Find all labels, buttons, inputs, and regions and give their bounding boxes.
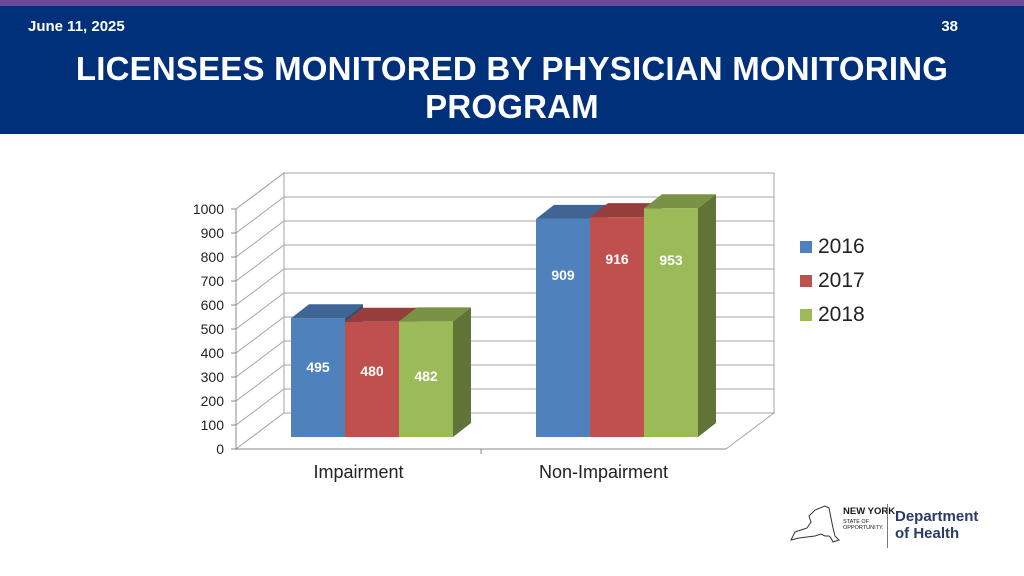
bar-data-label: 482 [414,368,438,384]
legend-label-2017: 2017 [818,269,865,292]
bar-top-face [399,307,471,322]
y-tick-label: 100 [201,417,225,433]
legend-swatch-2016 [800,241,812,253]
bar-front-face [399,321,453,437]
chart-legend: 2016 2017 2018 [800,230,865,332]
nys-doh-logo: NEW YORK STATE OF OPPORTUNITY. Departmen… [785,502,985,552]
bar-side-face [453,307,471,437]
top-accent-strip [0,0,1024,6]
bar-top-face [345,307,417,322]
bar-side-face [698,194,716,437]
bar-top-face [536,204,608,219]
bar-data-label: 495 [306,359,330,375]
legend-item-2018: 2018 [800,298,865,332]
legend-label-2016: 2016 [818,235,865,258]
y-tick-label: 800 [201,249,225,265]
bar-top-face [644,194,716,209]
gridline [235,196,774,234]
bar-front-face [644,208,698,437]
legend-item-2016: 2016 [800,230,865,264]
logo-tagline-line-1: STATE OF [843,519,870,525]
logo-state-name: NEW YORK [843,506,896,517]
y-tick-label: 200 [201,393,225,409]
logo-department-line-1: Department [895,508,979,525]
y-tick-label: 900 [201,225,225,241]
legend-swatch-2018 [800,309,812,321]
y-tick-label: 700 [201,273,225,289]
bar-front-face [590,217,644,437]
logo-divider [887,504,888,548]
bar-data-label: 916 [605,251,629,267]
gridline [235,172,774,210]
bar-front-face [291,318,345,437]
y-tick-label: 300 [201,369,225,385]
y-tick-label: 1000 [193,201,224,217]
y-tick-label: 600 [201,297,225,313]
bar-data-label: 909 [551,267,575,283]
logo-state-tagline: STATE OF OPPORTUNITY. [843,519,883,531]
legend-swatch-2017 [800,275,812,287]
bar-top-face [291,304,363,319]
y-tick-label: 400 [201,345,225,361]
slide-title-line-1: LICENSEES MONITORED BY PHYSICIAN MONITOR… [75,50,949,87]
bar-data-label: 953 [659,252,683,268]
slide-title-line-2: PROGRAM [425,88,599,125]
slide-number: 38 [941,18,958,35]
y-tick-label: 500 [201,321,225,337]
bar-front-face [536,218,590,437]
legend-item-2017: 2017 [800,264,865,298]
slide-title: LICENSEES MONITORED BY PHYSICIAN MONITOR… [0,50,1024,126]
bar-data-label: 480 [360,363,384,379]
x-category-label: Impairment [313,462,403,482]
y-tick-label: 0 [216,441,224,457]
new-york-state-outline-icon [790,505,840,543]
legend-label-2018: 2018 [818,303,865,326]
x-category-label: Non-Impairment [539,462,668,482]
logo-tagline-line-2: OPPORTUNITY. [843,525,884,531]
logo-department: Department of Health [895,508,978,542]
bar-front-face [345,321,399,437]
logo-department-line-2: of Health [895,525,960,542]
slide-header: June 11, 2025 38 LICENSEES MONITORED BY … [0,6,1024,134]
slide-date: June 11, 2025 [28,18,125,35]
